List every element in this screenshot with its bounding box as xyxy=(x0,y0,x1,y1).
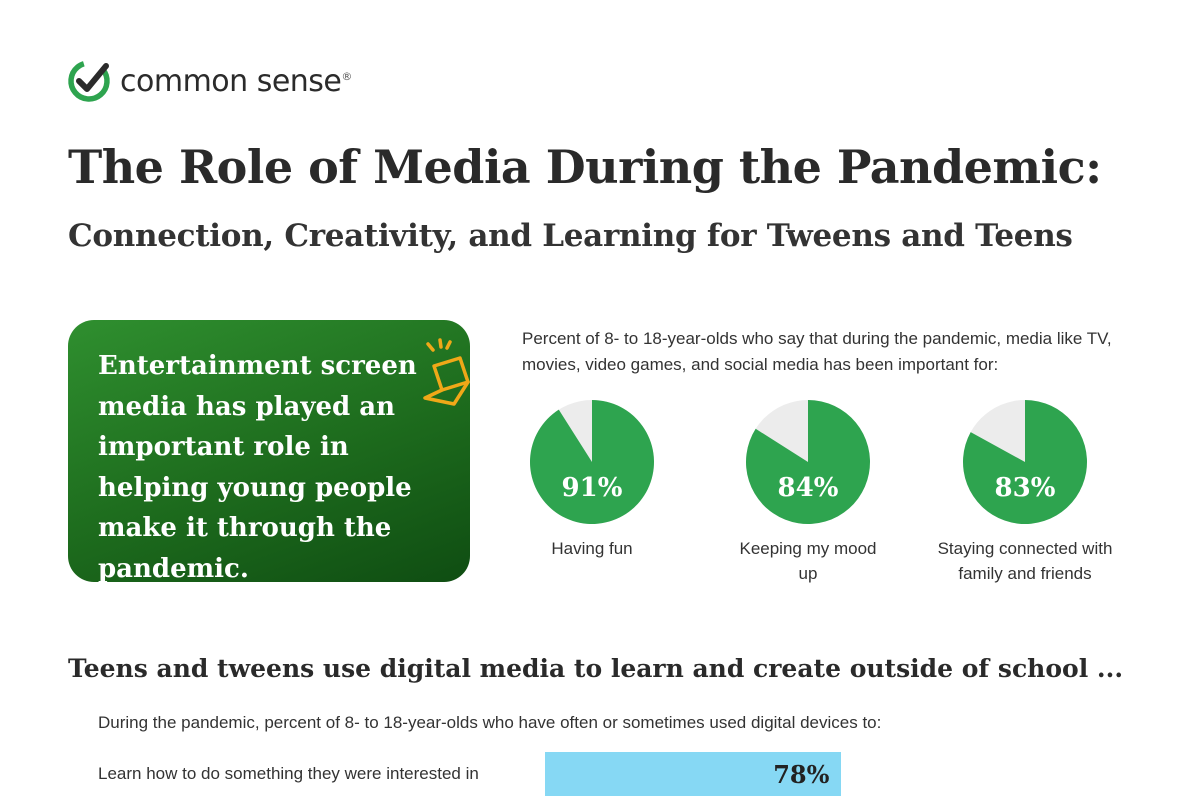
laptop-icon xyxy=(423,338,470,406)
page-title: The Role of Media During the Pandemic: xyxy=(68,140,1102,194)
bar-label: Learn how to do something they were inte… xyxy=(98,764,479,783)
page-subtitle: Connection, Creativity, and Learning for… xyxy=(68,218,1073,254)
bar: 78% xyxy=(545,752,842,796)
pie-category-label: Having fun xyxy=(551,539,633,558)
callout-text: Entertainment screen media has played an… xyxy=(98,351,417,584)
pie-slice-remainder xyxy=(746,400,870,524)
pie-category-label: Staying connected with family and friend… xyxy=(937,539,1113,583)
bar-row: Learn how to do something they were inte… xyxy=(98,752,938,796)
pie-slice-remainder xyxy=(963,400,1087,524)
bar-value-label: 78% xyxy=(773,760,830,789)
pie-value-label: 84% xyxy=(778,473,839,503)
pie-slice-remainder xyxy=(530,400,654,524)
pie-slice xyxy=(745,400,870,524)
pie-chart: 91% xyxy=(529,400,654,524)
pie-value-label: 83% xyxy=(995,473,1056,503)
callout-box: Entertainment screen media has played an… xyxy=(68,320,470,584)
bar-track: 78% xyxy=(545,752,925,796)
brand-logo: common sense® xyxy=(66,58,352,104)
pie-category-label: Keeping my mood up xyxy=(739,539,877,583)
section-heading: Teens and tweens use digital media to le… xyxy=(68,654,1124,683)
registered-mark: ® xyxy=(341,69,352,83)
pie-chart: 84% xyxy=(745,400,870,524)
pie-value-label: 91% xyxy=(562,473,623,503)
pie-slice xyxy=(529,400,654,524)
pie-chart-intro: Percent of 8- to 18-year-olds who say th… xyxy=(522,329,1112,374)
checkmark-logo-icon xyxy=(68,60,110,102)
brand-name: common sense® xyxy=(120,63,352,99)
pie-slice xyxy=(963,400,1088,524)
bar-chart-intro: During the pandemic, percent of 8- to 18… xyxy=(98,713,882,732)
pie-chart: 83% xyxy=(963,400,1088,524)
